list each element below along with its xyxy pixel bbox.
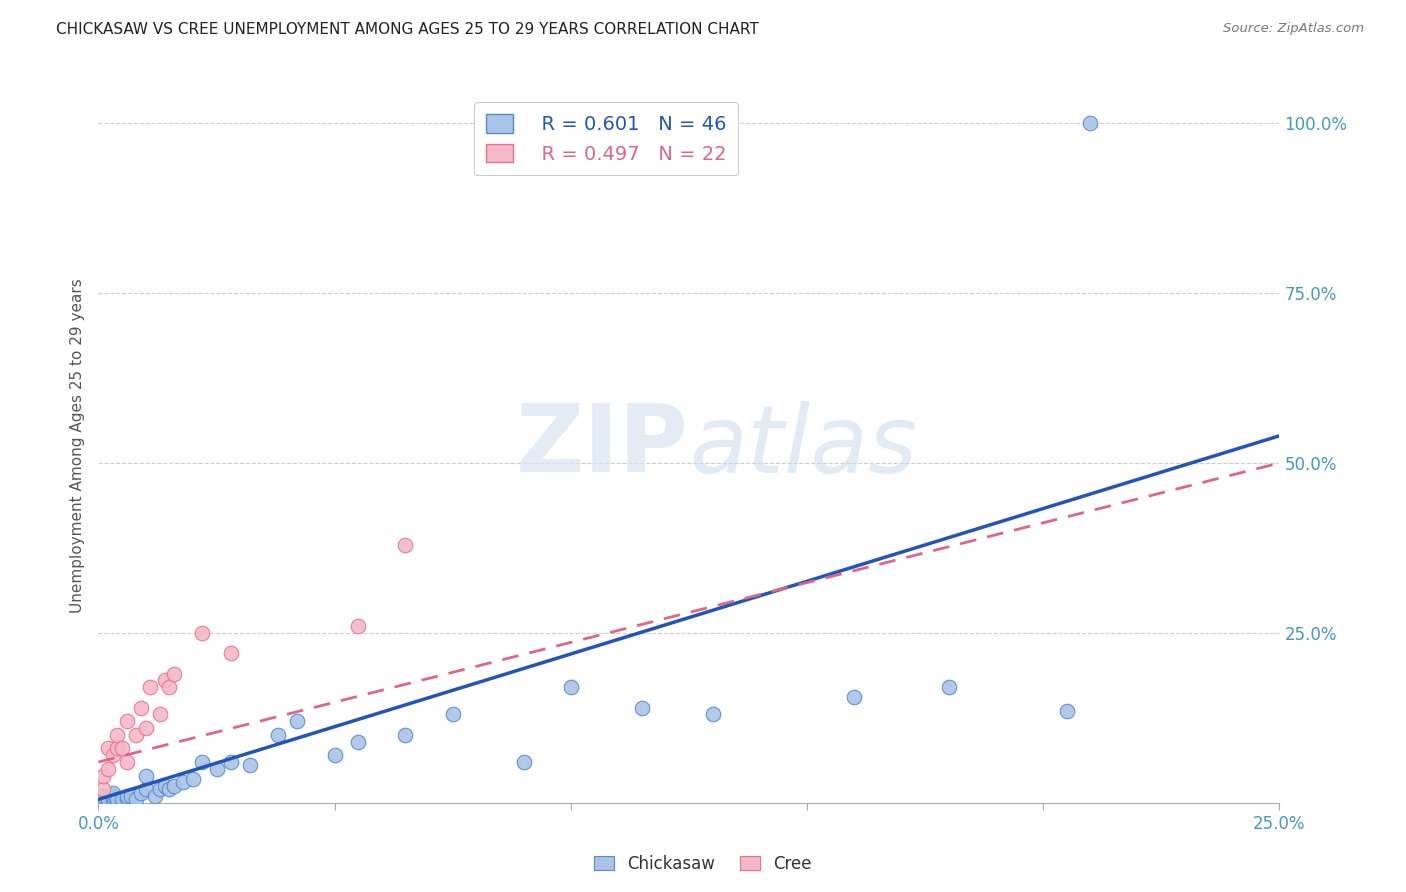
Point [239, 758, 262, 772]
Text: CHICKASAW VS CREE UNEMPLOYMENT AMONG AGES 25 TO 29 YEARS CORRELATION CHART: CHICKASAW VS CREE UNEMPLOYMENT AMONG AGE… [56, 22, 759, 37]
Point [91, 796, 114, 810]
Point [219, 646, 242, 660]
Point [91, 769, 114, 783]
Point [97, 792, 120, 806]
Point [1080, 116, 1102, 130]
Y-axis label: Unemployment Among Ages 25 to 29 years: Unemployment Among Ages 25 to 29 years [70, 278, 86, 614]
Point [630, 700, 652, 714]
Point [125, 728, 148, 742]
Point [285, 714, 308, 729]
Point [135, 721, 157, 735]
Point [111, 796, 134, 810]
Point [149, 707, 172, 722]
Point [101, 792, 124, 806]
Text: ZIP: ZIP [516, 400, 689, 492]
Point [91, 789, 114, 803]
Legend:   R = 0.601   N = 46,   R = 0.497   N = 22: R = 0.601 N = 46, R = 0.497 N = 22 [474, 103, 738, 176]
Point [157, 680, 180, 694]
Point [97, 762, 120, 776]
Point [111, 792, 134, 806]
Point [101, 786, 124, 800]
Point [560, 680, 582, 694]
Point [91, 782, 114, 797]
Point [143, 789, 166, 803]
Point [121, 789, 143, 803]
Point [347, 734, 370, 748]
Point [702, 707, 724, 722]
Point [191, 755, 214, 769]
Point [115, 789, 138, 803]
Text: atlas: atlas [689, 401, 917, 491]
Point [267, 728, 290, 742]
Point [938, 680, 960, 694]
Point [205, 762, 228, 776]
Point [97, 796, 120, 810]
Point [844, 690, 866, 705]
Point [91, 792, 114, 806]
Point [101, 748, 124, 763]
Point [91, 796, 114, 810]
Point [219, 755, 242, 769]
Point [163, 666, 186, 681]
Point [1056, 704, 1078, 718]
Point [105, 728, 128, 742]
Point [149, 782, 172, 797]
Point [139, 680, 162, 694]
Point [172, 775, 194, 789]
Point [347, 619, 370, 633]
Point [441, 707, 464, 722]
Point [115, 714, 138, 729]
Point [115, 755, 138, 769]
Point [163, 779, 186, 793]
Point [135, 769, 157, 783]
Point [323, 748, 346, 763]
Point [125, 792, 148, 806]
Point [105, 792, 128, 806]
Point [153, 673, 176, 688]
Point [157, 782, 180, 797]
Point [153, 779, 176, 793]
Point [101, 789, 124, 803]
Point [394, 728, 416, 742]
Point [111, 741, 134, 756]
Point [101, 796, 124, 810]
Point [181, 772, 204, 786]
Legend: Chickasaw, Cree: Chickasaw, Cree [588, 848, 818, 880]
Point [97, 741, 120, 756]
Point [191, 626, 214, 640]
Point [105, 741, 128, 756]
Point [91, 792, 114, 806]
Point [394, 537, 416, 551]
Point [129, 700, 152, 714]
Point [512, 755, 534, 769]
Point [129, 786, 152, 800]
Point [115, 792, 138, 806]
Text: Source: ZipAtlas.com: Source: ZipAtlas.com [1223, 22, 1364, 36]
Point [135, 782, 157, 797]
